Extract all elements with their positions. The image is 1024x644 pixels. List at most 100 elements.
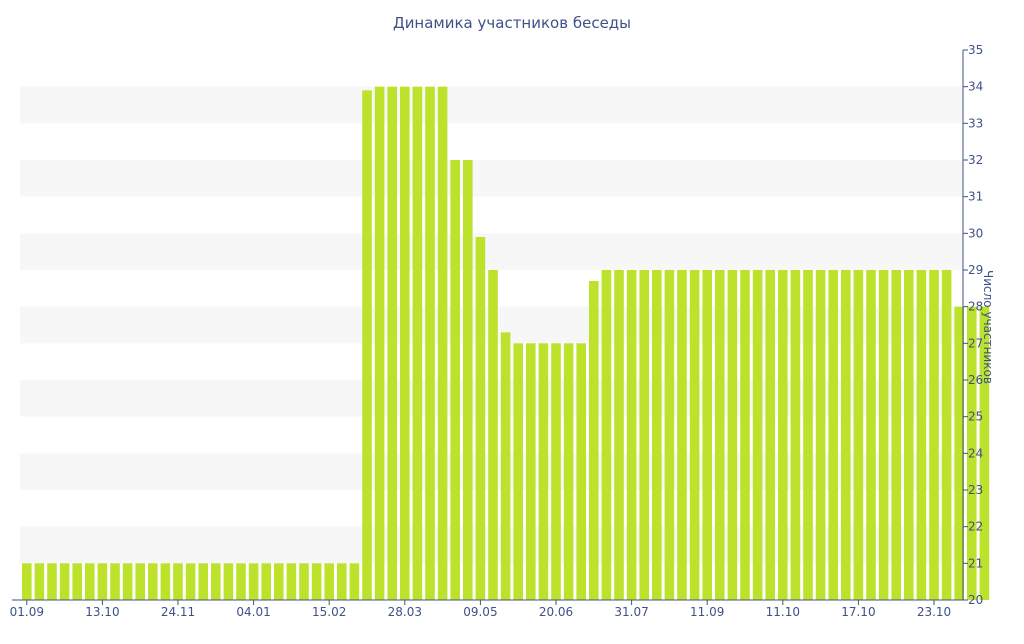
bar[interactable]: [211, 563, 221, 600]
bar[interactable]: [702, 270, 712, 600]
bar[interactable]: [248, 563, 259, 600]
bar[interactable]: [412, 86, 423, 601]
bar[interactable]: [463, 160, 473, 600]
bar[interactable]: [715, 270, 725, 600]
bar[interactable]: [803, 270, 813, 600]
bar[interactable]: [110, 563, 120, 600]
bar[interactable]: [778, 270, 788, 600]
bar[interactable]: [261, 563, 271, 600]
bar[interactable]: [47, 563, 57, 600]
bar[interactable]: [337, 563, 347, 600]
bar[interactable]: [979, 306, 990, 600]
bar[interactable]: [740, 270, 750, 600]
bar[interactable]: [85, 563, 95, 600]
bar[interactable]: [941, 270, 952, 600]
bar[interactable]: [97, 563, 108, 600]
y-tick-label: 32: [968, 153, 983, 167]
bar[interactable]: [891, 270, 901, 600]
bar[interactable]: [22, 563, 32, 600]
x-tick-label: 31.07: [614, 605, 648, 619]
bar[interactable]: [299, 563, 309, 600]
bar[interactable]: [160, 563, 171, 600]
bar[interactable]: [513, 343, 523, 600]
y-tick-label: 35: [968, 43, 983, 57]
y-tick-label: 20: [968, 593, 983, 607]
bar[interactable]: [526, 343, 536, 600]
bar[interactable]: [626, 270, 637, 600]
bar[interactable]: [286, 563, 297, 600]
bar[interactable]: [437, 86, 448, 601]
bar[interactable]: [223, 563, 234, 600]
bar[interactable]: [563, 343, 574, 600]
x-tick-label: 23.10: [917, 605, 951, 619]
bar[interactable]: [72, 563, 82, 600]
y-tick-label: 28: [968, 300, 983, 314]
bar[interactable]: [878, 270, 889, 600]
bar[interactable]: [185, 563, 196, 600]
bar[interactable]: [324, 563, 334, 600]
bar[interactable]: [34, 563, 45, 600]
bar[interactable]: [790, 270, 801, 600]
bar[interactable]: [639, 270, 649, 600]
bar[interactable]: [274, 563, 284, 600]
bar[interactable]: [652, 270, 662, 600]
bar[interactable]: [916, 270, 927, 600]
bar[interactable]: [450, 160, 460, 600]
bar[interactable]: [173, 563, 183, 600]
bar[interactable]: [664, 270, 675, 600]
y-tick-label: 33: [968, 116, 983, 130]
y-tick-label: 30: [968, 226, 983, 240]
bar[interactable]: [135, 563, 145, 600]
bar[interactable]: [954, 306, 964, 600]
bar[interactable]: [929, 270, 939, 600]
x-tick-label: 01.09: [10, 605, 44, 619]
bar[interactable]: [614, 270, 624, 600]
bar[interactable]: [853, 270, 864, 600]
bar[interactable]: [362, 90, 372, 600]
x-tick-label: 20.06: [539, 605, 573, 619]
bar[interactable]: [374, 86, 385, 601]
x-tick-label: 15.02: [312, 605, 346, 619]
y-axis-label: Число участников: [981, 270, 995, 384]
bar[interactable]: [387, 86, 397, 601]
bar[interactable]: [677, 270, 687, 600]
bar[interactable]: [904, 270, 914, 600]
bar[interactable]: [576, 343, 586, 600]
x-tick-label: 04.01: [236, 605, 270, 619]
bar[interactable]: [488, 270, 498, 600]
bar[interactable]: [967, 306, 977, 600]
bar[interactable]: [689, 270, 700, 600]
chart-title: Динамика участников беседы: [392, 14, 632, 32]
bar[interactable]: [500, 332, 511, 600]
y-tick-label: 27: [968, 336, 983, 350]
y-tick-label: 25: [968, 410, 983, 424]
bar[interactable]: [349, 563, 360, 600]
bar[interactable]: [841, 270, 851, 600]
bar[interactable]: [551, 343, 561, 600]
x-tick-label: 11.09: [690, 605, 724, 619]
y-tick-label: 24: [968, 446, 983, 460]
x-tick-label: 13.10: [85, 605, 119, 619]
bar[interactable]: [59, 563, 70, 600]
bar[interactable]: [727, 270, 738, 600]
bar[interactable]: [475, 237, 486, 600]
x-axis-ticks: 01.09 13.10 24.11 04.01 15.02 28.03 09.05 20.06…: [10, 600, 951, 619]
bar[interactable]: [425, 86, 435, 601]
y-tick-label: 22: [968, 520, 983, 534]
bar[interactable]: [236, 563, 246, 600]
bar[interactable]: [765, 270, 775, 600]
bar[interactable]: [752, 270, 763, 600]
bar[interactable]: [828, 270, 838, 600]
bar[interactable]: [122, 563, 133, 600]
bar[interactable]: [589, 281, 599, 600]
bar[interactable]: [815, 270, 826, 600]
bar[interactable]: [538, 343, 549, 600]
bar[interactable]: [601, 270, 612, 600]
bar[interactable]: [148, 563, 158, 600]
bar[interactable]: [198, 563, 208, 600]
bar[interactable]: [311, 563, 322, 600]
bar[interactable]: [400, 86, 410, 601]
x-tick-label: 17.10: [841, 605, 875, 619]
bar[interactable]: [866, 270, 876, 600]
